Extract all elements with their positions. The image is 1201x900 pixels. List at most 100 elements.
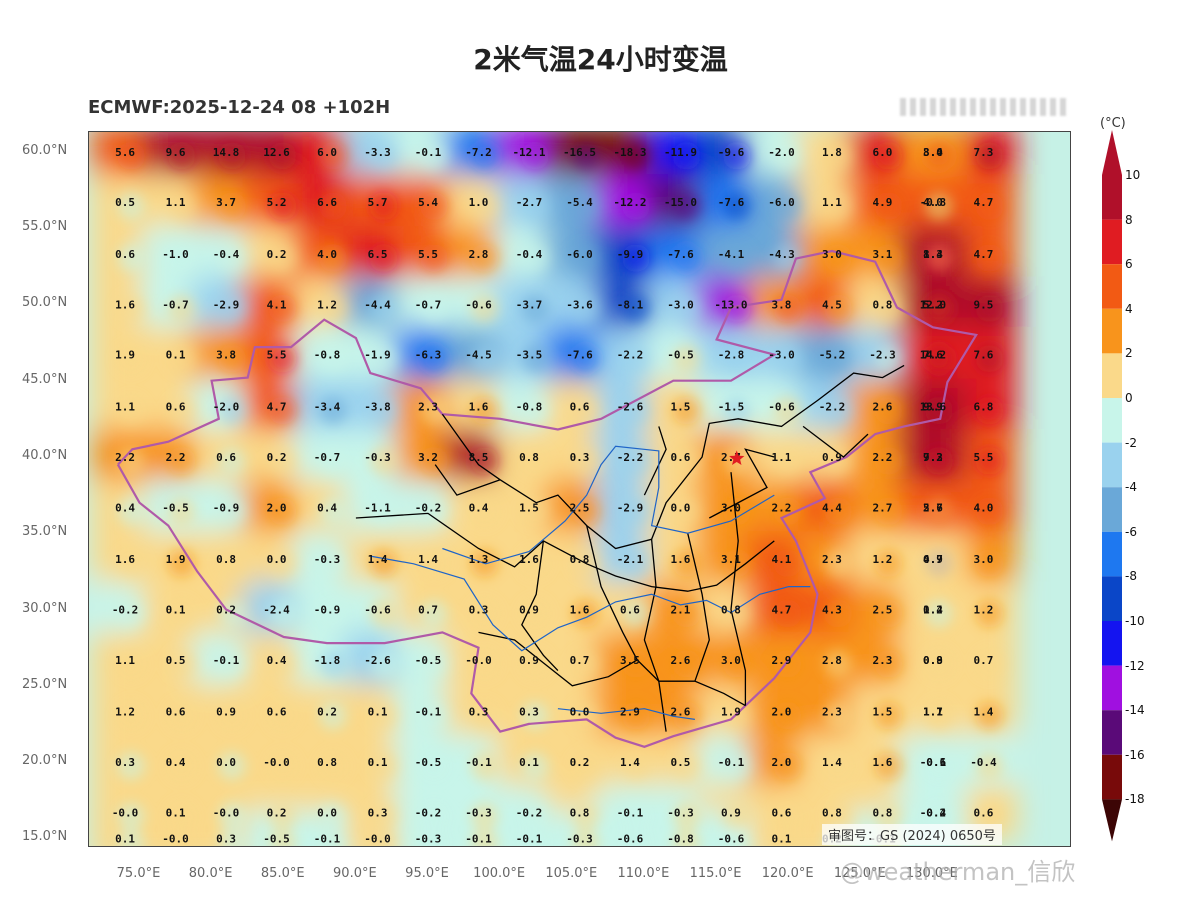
province-boundary: [478, 631, 746, 707]
colorbar-segment: [1102, 442, 1122, 488]
temperature-field-detail: [117, 141, 1004, 846]
colorbar-segment: [1102, 308, 1122, 354]
yellow-river: [442, 445, 775, 565]
grid-value: 0.6: [974, 806, 994, 819]
grid-value: 0.4: [267, 654, 287, 667]
grid-value: 0.6: [115, 248, 135, 261]
grid-value: -0.8: [920, 196, 947, 209]
grid-value: 4.7: [772, 604, 792, 617]
colorbar-tick-label: 6: [1125, 257, 1133, 272]
grid-value: 2.6: [671, 706, 691, 719]
grid-value: -16.5: [563, 146, 596, 159]
grid-value: -0.5: [415, 654, 442, 667]
latitude-tick-label: 60.0°N: [22, 142, 68, 158]
grid-value: 4.3: [822, 604, 842, 617]
grid-value: 14.2: [920, 349, 947, 362]
grid-value: 7.2: [923, 451, 943, 464]
watermark: @weatherman_信欣: [840, 858, 1076, 886]
grid-value: 2.3: [822, 553, 842, 566]
grid-value: -6.0: [768, 196, 795, 209]
grid-value: -0.6: [465, 298, 492, 311]
grid-value: 0.8: [873, 806, 893, 819]
colorbar-tick-label: 8: [1125, 212, 1133, 227]
grid-value: -1.0: [162, 248, 189, 261]
grid-value: 1.4: [822, 756, 842, 769]
grid-value: 0.1: [166, 806, 186, 819]
grid-value: -0.9: [314, 604, 341, 617]
grid-value: 1.9: [115, 349, 135, 362]
grid-value: 1.4: [418, 553, 438, 566]
grid-value: -1.5: [718, 401, 745, 414]
latitude-tick-label: 30.0°N: [22, 600, 68, 616]
longitude-tick-label: 100.0°E: [473, 866, 526, 881]
grid-value: 9.6: [166, 146, 186, 159]
grid-value: -7.6: [566, 349, 593, 362]
grid-value: -12.2: [613, 196, 646, 209]
grid-value: -0.2: [415, 501, 442, 514]
grid-value: -0.6: [920, 756, 947, 769]
longitude-tick-label: 85.0°E: [260, 866, 305, 881]
colorbar-unit: (°C): [1100, 116, 1126, 131]
grid-value: 0.6: [570, 401, 590, 414]
colorbar-max-arrow: [1102, 130, 1122, 175]
grid-value: -0.0: [162, 832, 189, 845]
grid-value: 9.5: [974, 298, 994, 311]
pearl-river: [557, 708, 695, 720]
grid-value: 0.3: [469, 604, 489, 617]
colorbar-segment: [1102, 487, 1122, 532]
map-panel[interactable]: 5.6 9.6 14.8 12.6 6.0 -3.3 -0.1 -7.2 -12.1 -16.5 -…: [88, 131, 1071, 847]
grid-value: 0.2: [570, 756, 590, 769]
grid-value: 1.1: [923, 706, 943, 719]
grid-value: 1.1: [822, 196, 842, 209]
grid-value: 0.5: [115, 196, 135, 209]
grid-value: -11.9: [664, 146, 697, 159]
grid-value: 7.3: [974, 146, 994, 159]
grid-value: -0.5: [162, 501, 189, 514]
grid-value: 2.5: [570, 501, 590, 514]
grid-value: -2.0: [768, 146, 795, 159]
colorbar-tick-label: -16: [1125, 747, 1145, 762]
grid-value: 0.5: [166, 654, 186, 667]
grid-value: 8.4: [923, 248, 943, 261]
grid-values-layer: 5.6 9.6 14.8 12.6 6.0 -3.3 -0.1 -7.2 -12.1 -16.5 -…: [112, 146, 997, 846]
grid-value: -5.4: [566, 196, 593, 209]
boundaries-layer: [116, 249, 978, 748]
grid-value: -2.6: [364, 654, 391, 667]
grid-value: 9.9: [923, 401, 943, 414]
grid-value: -1.1: [364, 501, 391, 514]
grid-value: 0.8: [519, 451, 539, 464]
grid-value: -9.6: [718, 146, 745, 159]
grid-value: -0.3: [364, 451, 391, 464]
grid-value: 1.5: [519, 501, 539, 514]
grid-value: -9.9: [617, 248, 644, 261]
grid-value: 5.7: [923, 501, 943, 514]
grid-value: 1.6: [115, 298, 135, 311]
temperature-change-map[interactable]: 5.6 9.6 14.8 12.6 6.0 -3.3 -0.1 -7.2 -12.1 -16.5 -…: [89, 132, 1070, 846]
grid-value: 7.6: [923, 349, 943, 362]
grid-value: -3.5: [516, 349, 543, 362]
grid-value: 4.0: [923, 196, 943, 209]
grid-value: 1.4: [620, 756, 640, 769]
grid-value: 3.1: [721, 553, 741, 566]
grid-value: 2.6: [671, 654, 691, 667]
grid-value: -18.3: [613, 146, 646, 159]
grid-value: -5.2: [819, 349, 846, 362]
grid-value: 1.5: [873, 706, 893, 719]
grid-value: -3.7: [516, 298, 543, 311]
grid-value: -2.2: [617, 349, 644, 362]
model-run-label: ECMWF:2025-12-24 08 +102H: [88, 97, 391, 118]
grid-value: 4.7: [974, 196, 994, 209]
grid-value: 1.3: [923, 248, 943, 261]
grid-value: 0.1: [166, 349, 186, 362]
grid-value: 4.5: [822, 298, 842, 311]
grid-value: 3.0: [974, 553, 994, 566]
grid-value: 0.1: [772, 832, 792, 845]
grid-value: -6.0: [566, 248, 593, 261]
grid-value: -3.0: [667, 298, 694, 311]
grid-value: -2.9: [213, 298, 240, 311]
colorbar-tick-label: -4: [1125, 480, 1137, 495]
grid-value: 0.8: [721, 604, 741, 617]
grid-value: 4.9: [873, 196, 893, 209]
longitude-tick-label: 110.0°E: [617, 866, 670, 881]
grid-value: 12.6: [263, 146, 290, 159]
